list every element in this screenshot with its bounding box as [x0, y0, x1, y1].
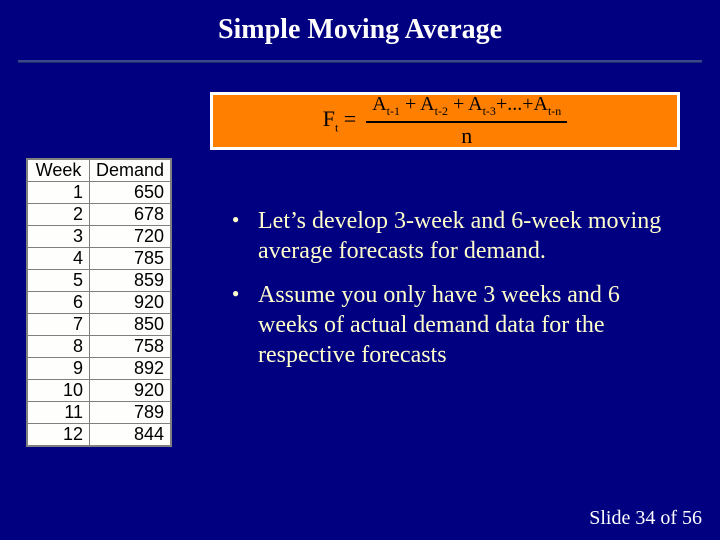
num-s2: t-2 — [435, 104, 448, 118]
cell-week: 5 — [28, 270, 90, 292]
cell-demand: 859 — [90, 270, 171, 292]
formula-eq: = — [338, 106, 356, 131]
num-a1: A — [372, 93, 386, 115]
cell-week: 8 — [28, 336, 90, 358]
cell-week: 2 — [28, 204, 90, 226]
cell-demand: 789 — [90, 402, 171, 424]
data-table: Week Demand 1650267837204785585969207850… — [26, 158, 172, 447]
num-a3: + A — [448, 93, 483, 115]
cell-week: 3 — [28, 226, 90, 248]
table-row: 2678 — [28, 204, 171, 226]
cell-week: 6 — [28, 292, 90, 314]
table-row: 11789 — [28, 402, 171, 424]
cell-week: 10 — [28, 380, 90, 402]
table-row: 4785 — [28, 248, 171, 270]
num-s1: t-1 — [387, 104, 400, 118]
bullet-item: Let’s develop 3-week and 6-week moving a… — [230, 206, 680, 266]
table-row: 3720 — [28, 226, 171, 248]
formula-lhs-sym: F — [323, 106, 335, 131]
cell-demand: 920 — [90, 380, 171, 402]
num-s3: t-3 — [483, 104, 496, 118]
table-row: 1650 — [28, 182, 171, 204]
bullet-list: Let’s develop 3-week and 6-week moving a… — [230, 206, 680, 384]
bullet-item: Assume you only have 3 weeks and 6 weeks… — [230, 280, 680, 370]
cell-week: 9 — [28, 358, 90, 380]
cell-week: 1 — [28, 182, 90, 204]
cell-demand: 678 — [90, 204, 171, 226]
cell-demand: 844 — [90, 424, 171, 446]
cell-week: 7 — [28, 314, 90, 336]
table-row: 8758 — [28, 336, 171, 358]
col-week-header: Week — [28, 160, 90, 182]
table-row: 10920 — [28, 380, 171, 402]
formula-fraction: At-1 + At-2 + At-3+...+At-n n — [366, 93, 567, 149]
slide-number: Slide 34 of 56 — [589, 507, 702, 530]
num-s4: t-n — [548, 104, 561, 118]
formula-box-outer: Ft = At-1 + At-2 + At-3+...+At-n n — [210, 92, 680, 150]
table-row: 5859 — [28, 270, 171, 292]
table-row: 6920 — [28, 292, 171, 314]
table-header-row: Week Demand — [28, 160, 171, 182]
cell-demand: 850 — [90, 314, 171, 336]
formula-lhs: Ft = — [323, 106, 357, 135]
cell-demand: 650 — [90, 182, 171, 204]
formula-denominator: n — [461, 123, 472, 149]
cell-week: 12 — [28, 424, 90, 446]
table-row: 12844 — [28, 424, 171, 446]
cell-demand: 758 — [90, 336, 171, 358]
col-demand-header: Demand — [90, 160, 171, 182]
formula-box: Ft = At-1 + At-2 + At-3+...+At-n n — [213, 95, 677, 147]
cell-demand: 920 — [90, 292, 171, 314]
num-a4: +...+A — [496, 93, 548, 115]
cell-week: 11 — [28, 402, 90, 424]
table-row: 7850 — [28, 314, 171, 336]
title-rule — [18, 60, 702, 62]
cell-demand: 785 — [90, 248, 171, 270]
formula-numerator: At-1 + At-2 + At-3+...+At-n — [366, 93, 567, 123]
cell-week: 4 — [28, 248, 90, 270]
num-a2: + A — [400, 93, 435, 115]
table-row: 9892 — [28, 358, 171, 380]
cell-demand: 720 — [90, 226, 171, 248]
slide-title: Simple Moving Average — [0, 0, 720, 46]
cell-demand: 892 — [90, 358, 171, 380]
